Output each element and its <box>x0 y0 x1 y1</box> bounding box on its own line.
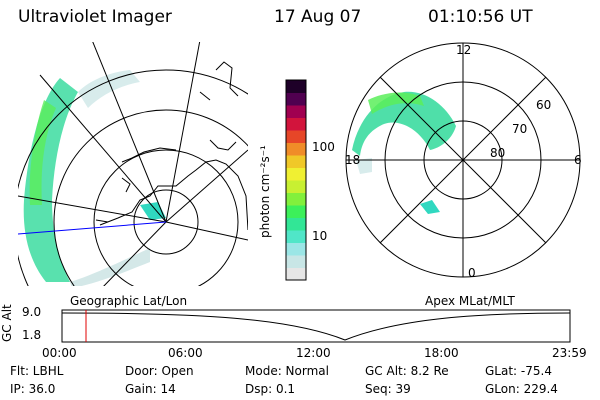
info-field: GLat: -75.4 <box>485 364 552 378</box>
info-field: Seq: 39 <box>365 382 411 396</box>
colorbar-segment <box>286 167 306 181</box>
geo-caption: Geographic Lat/Lon <box>70 294 188 308</box>
lat-label-60: 60 <box>536 98 552 112</box>
color-bar <box>285 79 307 281</box>
lat-label-80: 80 <box>490 146 506 160</box>
colorbar-tick-10: 10 <box>312 229 328 243</box>
info-field: Mode: Normal <box>245 364 329 378</box>
mlt-label-18: 18 <box>345 153 361 167</box>
colorbar-segment <box>286 105 306 118</box>
info-field: GC Alt: 8.2 Re <box>365 364 449 378</box>
lat-label-70: 70 <box>512 122 528 136</box>
colorbar-segment <box>286 117 306 131</box>
colorbar-segment <box>286 92 306 106</box>
geographic-map <box>18 42 248 286</box>
altitude-curve <box>61 312 571 341</box>
colorbar-segment <box>286 242 306 256</box>
info-field: Gain: 14 <box>125 382 176 396</box>
colorbar-tick-100: 100 <box>312 140 335 154</box>
alt-ylabel: GC Alt <box>0 304 14 342</box>
colorbar-frame <box>285 79 307 281</box>
ground-track <box>18 221 167 235</box>
colorbar-segment <box>286 155 306 168</box>
time-label: 01:10:56 UT <box>428 7 533 27</box>
colorbar-unit: photon cm⁻²s⁻¹ <box>258 145 272 238</box>
apex-map <box>345 42 581 278</box>
colorbar-segment <box>286 142 306 156</box>
alt-ytick-9: 9.0 <box>22 305 42 319</box>
alt-xtick-0: 00:00 <box>42 346 77 360</box>
info-field: IP: 36.0 <box>10 382 56 396</box>
date-label: 17 Aug 07 <box>274 7 362 27</box>
mlt-label-12: 12 <box>456 43 472 57</box>
alt-xtick-2: 12:00 <box>296 346 331 360</box>
instrument-title: Ultraviolet Imager <box>18 7 172 27</box>
colorbar-segment <box>286 267 306 281</box>
colorbar-segment <box>286 217 306 231</box>
alt-xtick-3: 18:00 <box>424 346 459 360</box>
alt-xtick-1: 06:00 <box>168 346 203 360</box>
colorbar-segment <box>286 255 306 268</box>
info-field: Door: Open <box>125 364 194 378</box>
info-field: GLon: 229.4 <box>485 382 558 396</box>
mlt-label-6: 6 <box>574 153 582 167</box>
colorbar-segment <box>286 130 306 143</box>
colorbar-segment <box>286 192 306 206</box>
apex-caption: Apex MLat/MLT <box>425 294 515 308</box>
coastline <box>95 61 248 231</box>
info-field: Flt: LBHL <box>10 364 64 378</box>
colorbar-segment <box>286 80 306 93</box>
alt-ytick-1.8: 1.8 <box>22 328 42 342</box>
colorbar-segment <box>286 230 306 243</box>
altitude-plot <box>61 309 571 343</box>
colorbar-segment <box>286 180 306 193</box>
alt-xtick-4: 23:59 <box>552 346 587 360</box>
info-field: Dsp: 0.1 <box>245 382 296 396</box>
mlt-label-0: 0 <box>468 266 476 280</box>
colorbar-segment <box>286 205 306 218</box>
